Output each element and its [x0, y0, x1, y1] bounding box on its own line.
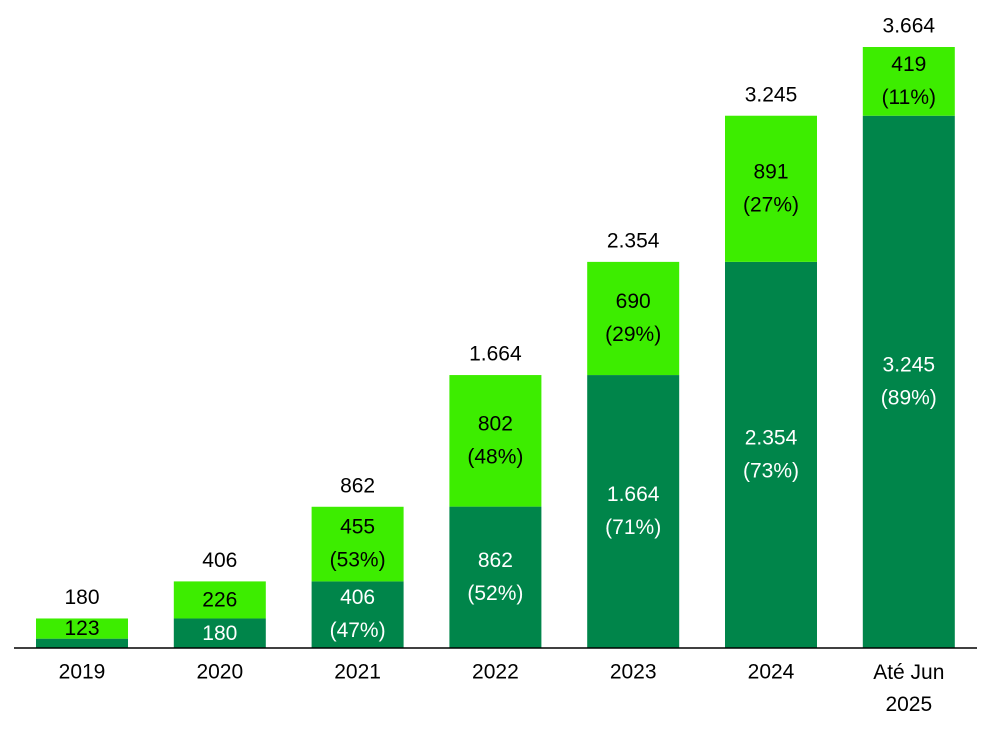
bar-segment	[311, 506, 404, 582]
value-label: 690	[616, 290, 651, 313]
bar-segment	[725, 115, 817, 262]
value-label: 180	[202, 622, 237, 645]
percent-label: (47%)	[330, 619, 386, 642]
total-label: 3.664	[883, 15, 936, 38]
percent-label: (52%)	[467, 582, 523, 605]
x-tick-label: Até Jun 2025	[873, 661, 944, 716]
total-label: 2.354	[607, 229, 660, 252]
value-label: 802	[478, 412, 513, 435]
percent-label: (89%)	[881, 386, 937, 409]
bar-segment	[36, 618, 128, 639]
x-tick-label: 2019	[59, 661, 106, 684]
percent-label: (73%)	[743, 459, 799, 482]
value-label: 419	[891, 53, 926, 76]
total-label: 862	[340, 474, 375, 497]
value-label: 123	[64, 617, 99, 640]
percent-label: (71%)	[605, 516, 661, 539]
bar-segment	[173, 618, 266, 648]
value-label: 891	[753, 160, 788, 183]
value-label: 1.664	[607, 483, 660, 506]
percent-label: (48%)	[467, 445, 523, 468]
percent-label: (29%)	[605, 323, 661, 346]
percent-label: (27%)	[743, 193, 799, 216]
bar-segment	[862, 115, 955, 648]
x-tick-label: 2022	[472, 661, 519, 684]
percent-label: (11%)	[882, 86, 936, 109]
value-label: 455	[340, 516, 375, 539]
bar-segment	[862, 47, 955, 116]
bar-segment	[449, 506, 542, 648]
total-label: 180	[64, 586, 99, 609]
bar-segment	[173, 581, 266, 619]
bar-segment	[311, 581, 404, 648]
x-tick-line: 2025	[885, 693, 932, 716]
bar-segment	[725, 261, 817, 648]
total-label: 1.664	[469, 343, 522, 366]
total-label: 406	[202, 549, 237, 572]
value-label: 3.245	[883, 353, 936, 376]
value-label: 226	[202, 588, 237, 611]
bar-segment	[587, 261, 680, 376]
x-tick-line: Até Jun	[873, 661, 944, 684]
x-tick-label: 2020	[196, 661, 243, 684]
value-label: 2.354	[745, 426, 798, 449]
x-tick-label: 2021	[334, 661, 381, 684]
value-label: 862	[478, 549, 513, 572]
x-tick-label: 2024	[748, 661, 795, 684]
bar-segment	[36, 638, 128, 648]
bar-segment	[449, 375, 542, 507]
total-label: 3.245	[745, 83, 798, 106]
percent-label: (53%)	[330, 549, 386, 572]
value-label: 406	[340, 586, 375, 609]
bar-segment	[587, 375, 680, 648]
x-tick-label: 2023	[610, 661, 657, 684]
